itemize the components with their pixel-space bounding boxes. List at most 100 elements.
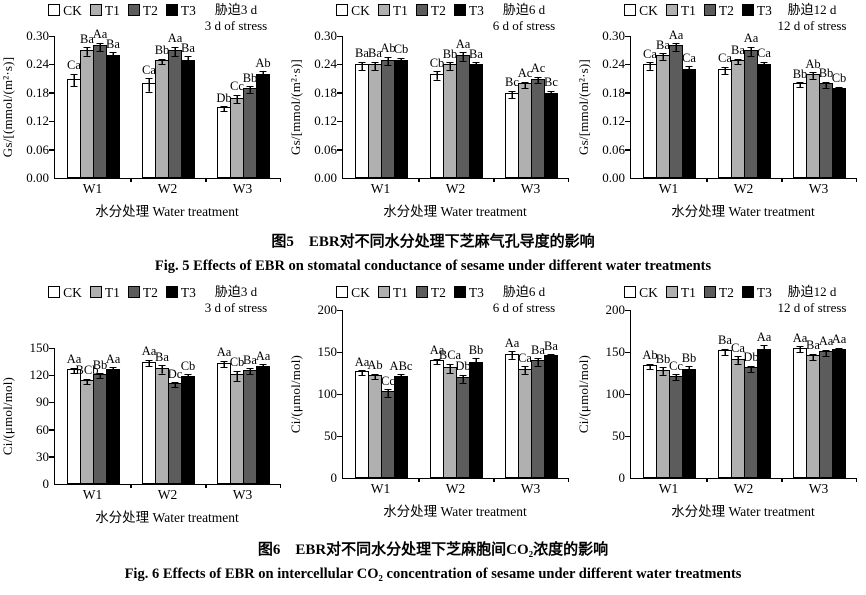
legend-swatch-t3 xyxy=(453,4,466,16)
error-bar xyxy=(521,81,529,90)
error-bar xyxy=(96,42,104,53)
bar-t3-w2: Cb xyxy=(181,360,195,484)
y-tick-label: 60 xyxy=(36,421,49,437)
legend-item-ck: CK xyxy=(624,284,658,302)
significance-label: Aa xyxy=(818,334,834,349)
bar-ck-w2: Cb xyxy=(430,57,444,178)
y-tick-label: 0.18 xyxy=(314,84,337,100)
legend-label-ck: CK xyxy=(63,285,82,300)
plot-wrap: 0 30 60 90 120 150 Aa BCb Bb Aa Aa Ba Dc Cb Aa Cb Ba Aa xyxy=(30,340,281,491)
error-bar xyxy=(809,72,817,80)
bar-t1-w3: Ab xyxy=(805,58,821,178)
legend-label-ck: CK xyxy=(639,285,658,300)
y-tick-label: 0.12 xyxy=(26,113,49,129)
plot-area: 0 50 100 150 200 Aa Ab Cc ABc Aa BCa Db Bb Aa Ca Ba Ba xyxy=(318,302,569,485)
plot-wrap: 0.00 0.06 0.12 0.18 0.24 0.30 Ba Ba Ab Cb Cb Bb Aa Ba… xyxy=(314,28,569,185)
significance-label: Aa xyxy=(105,351,121,366)
error-bar xyxy=(747,365,755,373)
bar-ck-w1: Ba xyxy=(355,47,369,178)
bar-ck-w1: Ab xyxy=(642,349,658,478)
y-tick-label: 100 xyxy=(317,386,338,401)
x-tick-mark xyxy=(855,178,857,182)
error-bar xyxy=(796,346,804,354)
legend-label-t2: T2 xyxy=(718,3,734,18)
legend-label-t1: T1 xyxy=(104,3,120,18)
y-tick-mark xyxy=(624,149,630,151)
bar-t2-w3: Ba xyxy=(243,354,257,484)
y-tick-label: 0 xyxy=(618,470,626,485)
legend-swatch-t2 xyxy=(703,286,716,298)
category-label-w3: W3 xyxy=(808,181,829,196)
y-tick-label: 30 xyxy=(36,448,49,464)
fig6-caption-en: Fig. 6 Effects of EBR on intercellular C… xyxy=(124,566,742,582)
category-label-w3: W3 xyxy=(520,181,541,196)
significance-label: Cb xyxy=(831,71,847,86)
error-bar xyxy=(534,358,542,367)
bar-t3-w1: Cb xyxy=(394,43,408,178)
category-labels: W1 W2 W3 xyxy=(630,479,856,498)
y-tick-mark xyxy=(48,429,54,431)
bar-t2-w3: Bb xyxy=(243,72,257,178)
bar-t1-w2: Bb xyxy=(443,48,457,178)
y-tick-label: 0.30 xyxy=(602,28,625,43)
error-bar xyxy=(659,367,667,376)
error-bar xyxy=(83,47,91,57)
legend-item-t3: T3 xyxy=(453,2,484,20)
significance-label: Aa xyxy=(831,332,847,347)
bar-t3-w1: Bb xyxy=(682,352,696,478)
x-axis-label: 水分处理 Water treatment xyxy=(671,504,815,519)
bar-ck-w1: Aa xyxy=(67,353,81,484)
error-bar xyxy=(158,365,166,375)
category-label-w1: W1 xyxy=(82,181,103,196)
y-tick-label: 100 xyxy=(605,386,626,401)
legend-item-ck: CK xyxy=(48,2,82,20)
bar-ck-w3: Aa xyxy=(505,337,519,478)
significance-label: Ba xyxy=(155,349,169,364)
category-label-w2: W2 xyxy=(157,181,178,196)
error-bar xyxy=(358,61,366,72)
error-bar xyxy=(184,56,192,67)
error-bar xyxy=(472,62,480,71)
error-bar xyxy=(672,374,680,382)
x-tick-mark xyxy=(855,478,857,482)
chart-legend: CK T1 T2 T3 xyxy=(576,284,864,302)
stress-annotation-zh: 胁迫3 d xyxy=(214,2,258,17)
bar-t1-w1: Ba xyxy=(80,33,94,178)
bar-ck-w3: Bb xyxy=(793,68,807,178)
category-label-w3: W3 xyxy=(232,487,253,502)
error-bar xyxy=(508,351,516,361)
error-bar xyxy=(259,364,267,372)
x-tick-mark xyxy=(567,178,569,182)
bar-t3-w3: Bc xyxy=(544,76,558,178)
error-bar xyxy=(521,366,529,376)
stress-annotation-en: 6 d of stress xyxy=(492,18,556,33)
error-bar xyxy=(822,81,830,89)
bar-t1-w1: Bb xyxy=(656,353,670,478)
significance-label: Cc xyxy=(669,358,683,373)
bar-ck-w2: Ca xyxy=(142,64,156,178)
significance-label: Db xyxy=(743,350,759,365)
significance-label: Dc xyxy=(167,366,183,381)
category-labels: W1 W2 W3 xyxy=(342,479,568,498)
x-tick-mark xyxy=(130,178,132,182)
bar-t2-w3: Ac xyxy=(531,62,545,178)
significance-label: Ca xyxy=(718,51,732,66)
bar-t1-w2: Ca xyxy=(731,342,745,478)
legend-item-ck: CK xyxy=(336,284,370,302)
bar-t3-w3: Cb xyxy=(832,72,846,178)
legend-label-t1: T1 xyxy=(104,285,120,300)
legend-item-t2: T2 xyxy=(703,284,734,302)
bar-t2-w3: Bb xyxy=(819,67,833,178)
significance-label: Cc xyxy=(230,79,244,94)
legend-swatch-t3 xyxy=(741,286,754,298)
legend-swatch-t2 xyxy=(127,286,140,298)
bar-group-w1: Ca Ba Aa Ba xyxy=(67,28,120,178)
stress-annotation-zh: 胁迫12 d xyxy=(787,2,837,17)
stress-annotation: 胁迫12 d 12 d of stress xyxy=(762,284,862,316)
y-tick-label: 150 xyxy=(317,344,338,359)
